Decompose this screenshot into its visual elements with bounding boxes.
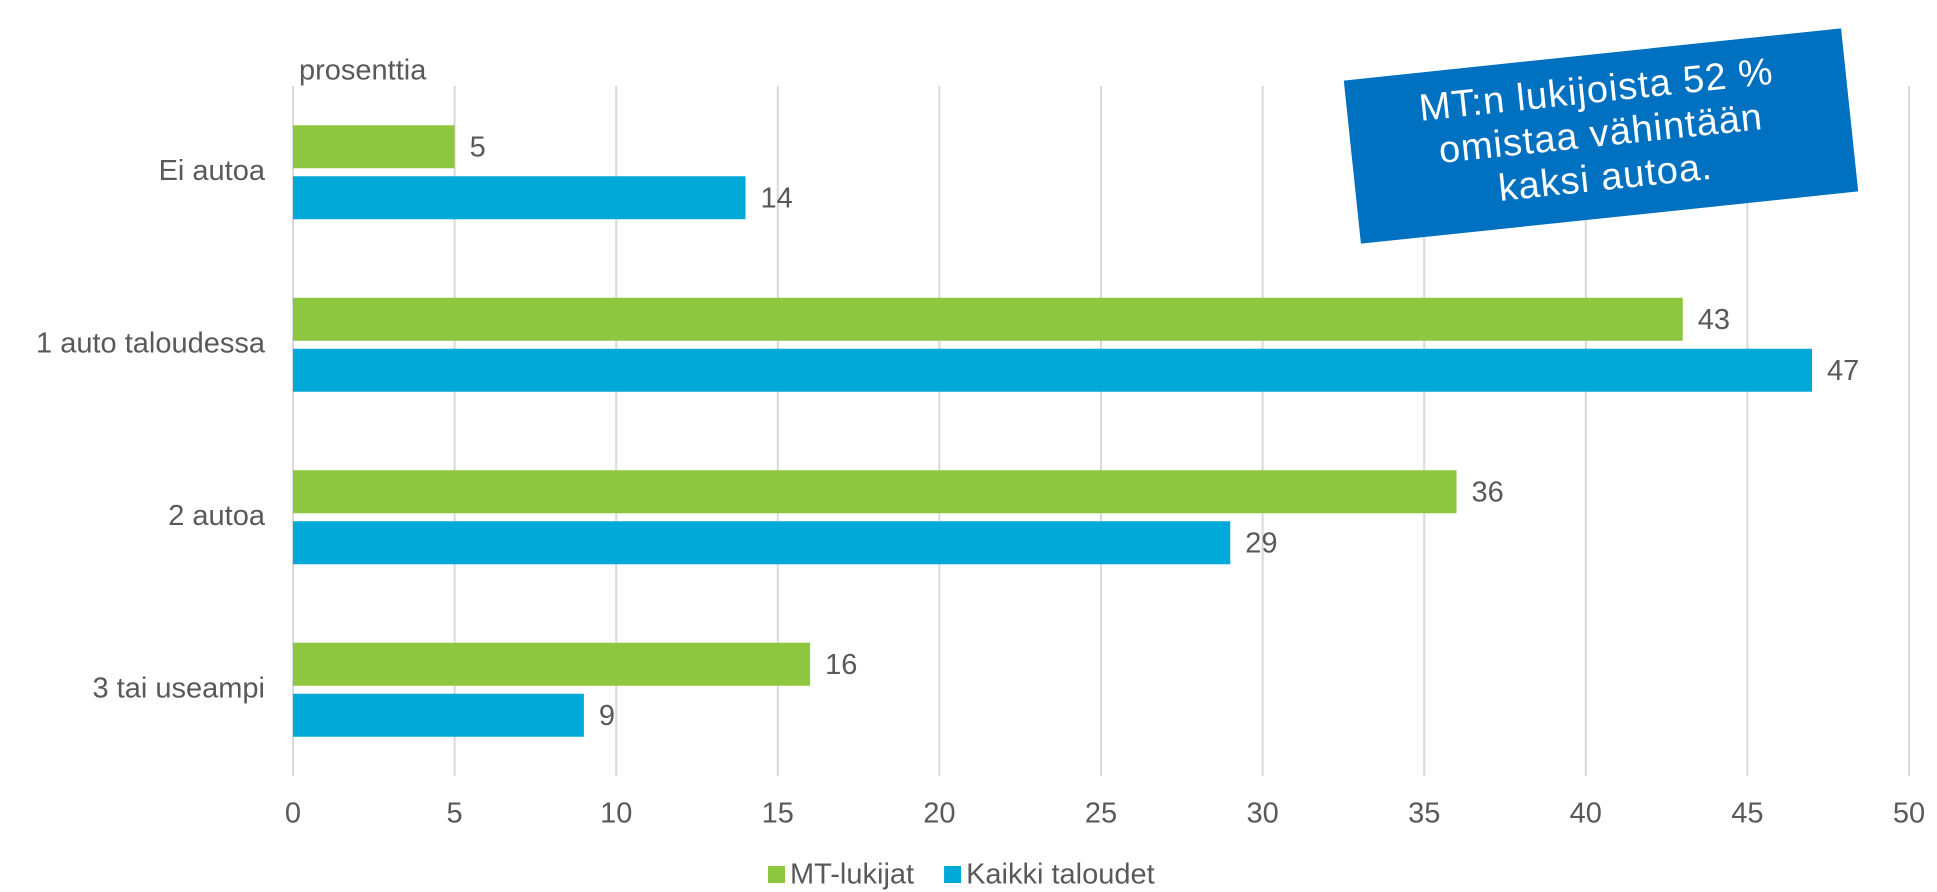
x-tick-label: 45 xyxy=(1731,798,1763,830)
x-tick-label: 25 xyxy=(1085,798,1117,830)
bar xyxy=(293,125,455,169)
value-label: 43 xyxy=(1698,304,1730,336)
value-label: 47 xyxy=(1827,355,1859,387)
x-tick-label: 0 xyxy=(285,798,301,830)
axis-label: prosenttia xyxy=(299,55,427,87)
legend-label: Kaikki taloudet xyxy=(966,859,1155,891)
bar xyxy=(293,693,584,737)
bar xyxy=(293,642,811,686)
x-tick-label: 20 xyxy=(923,798,955,830)
value-label: 5 xyxy=(470,131,486,163)
y-tick-label: Ei autoa xyxy=(159,155,266,187)
x-tick-label: 35 xyxy=(1408,798,1440,830)
value-label: 9 xyxy=(599,700,615,732)
x-tick-label: 40 xyxy=(1570,798,1602,830)
legend-swatch xyxy=(944,866,962,883)
x-tick-label: 10 xyxy=(600,798,632,830)
bar xyxy=(293,176,746,220)
value-label: 36 xyxy=(1472,476,1504,508)
y-tick-label: 3 tai useampi xyxy=(93,672,266,704)
annotation: MT:n lukijoista 52 %omistaa vähintäänkak… xyxy=(1343,28,1859,244)
bar xyxy=(293,470,1457,514)
bar xyxy=(293,348,1813,392)
value-label: 29 xyxy=(1245,527,1277,559)
annotation-box xyxy=(1343,28,1859,244)
bar xyxy=(293,297,1683,341)
x-tick-label: 50 xyxy=(1893,798,1925,830)
legend-label: MT-lukijat xyxy=(790,859,914,891)
value-label: 14 xyxy=(760,182,792,214)
x-tick-label: 15 xyxy=(762,798,794,830)
value-label: 16 xyxy=(825,649,857,681)
y-tick-label: 1 auto taloudessa xyxy=(36,327,266,359)
x-tick-label: 5 xyxy=(447,798,463,830)
y-tick-label: 2 autoa xyxy=(168,500,266,532)
legend-swatch xyxy=(768,866,785,883)
bar xyxy=(293,521,1231,565)
x-tick-label: 30 xyxy=(1246,798,1278,830)
